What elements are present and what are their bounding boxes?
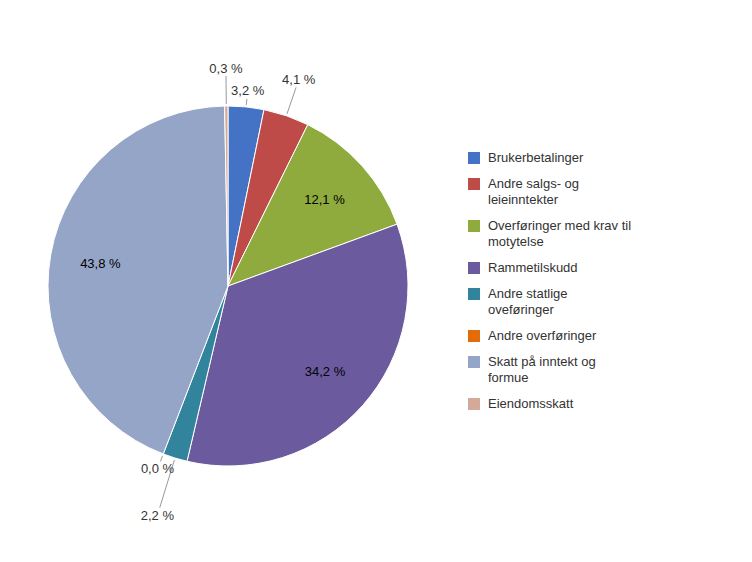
svg-text:12,1 %: 12,1 % [304,192,345,207]
html-text:Skatt på inntekt og formue: Skatt på inntekt og formue [488,354,596,385]
svg-text:0,0 %: 0,0 % [141,461,175,476]
html-text:Andre overføringer: Andre overføringer [488,328,597,343]
html-text:Brukerbetalinger: Brukerbetalinger [488,150,584,165]
html-text:Rammetilskudd: Rammetilskudd [488,260,578,275]
svg-text:34,2 %: 34,2 % [305,364,346,379]
svg-text:0,3 %: 0,3 % [209,61,243,76]
svg-text:2,2 %: 2,2 % [141,508,175,523]
html-text:Andre salgs- og leieinntekter: Andre salgs- og leieinntekter [488,176,580,207]
html-text:Eiendomsskatt: Eiendomsskatt [488,396,574,411]
html-text:Andre statlige oveføringer: Andre statlige oveføringer [488,286,568,317]
svg-text:43,8 %: 43,8 % [80,256,121,271]
svg-text:4,1 %: 4,1 % [282,72,316,87]
html-text:Overføringer med krav til moty: Overføringer med krav til motytelse [488,218,631,249]
svg-text:3,2 %: 3,2 % [231,83,265,98]
